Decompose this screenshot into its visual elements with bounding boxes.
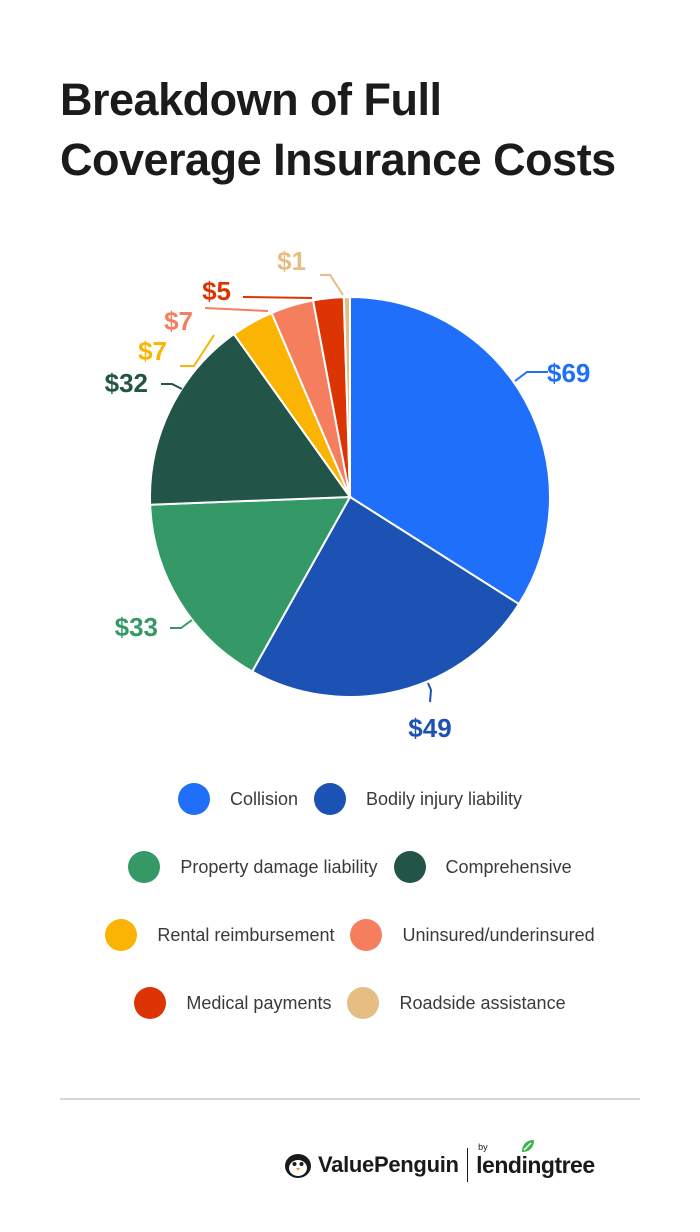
title-line-1: Breakdown of Full [60, 74, 442, 125]
pie-slice-collision [349, 295, 551, 606]
legend-item-rental-reimbursement: Rental reimbursement [105, 919, 334, 951]
legend-swatch-icon [347, 987, 380, 1019]
leader-line [204, 307, 269, 312]
legend-item-medical-payments: Medical payments [134, 987, 331, 1019]
legend-swatch-icon [313, 783, 346, 815]
valuepenguin-logo: ValuePenguin [318, 1152, 459, 1177]
pie-slice-property-damage-liability [149, 495, 352, 673]
legend-swatch-icon [134, 987, 167, 1019]
legend-label: Roadside assistance [399, 992, 566, 1013]
data-label: $7 [164, 306, 193, 336]
legend-swatch-icon [393, 851, 426, 883]
leader-line [427, 682, 433, 703]
legend-label: Rental reimbursement [157, 924, 335, 945]
legend-label: Bodily injury liability [365, 788, 523, 809]
legend-label: Medical payments [186, 992, 332, 1013]
data-label: $5 [202, 276, 231, 306]
legend-swatch-icon [105, 919, 138, 951]
legend-row: Medical payments Roadside assistance [0, 986, 700, 1020]
chart-legend: Collision Bodily injury liability Proper… [0, 782, 700, 1054]
legend-row: Property damage liability Comprehensive [0, 850, 700, 884]
data-label: $32 [105, 368, 148, 398]
leader-line [180, 334, 215, 367]
leader-line [161, 383, 183, 390]
legend-label: Uninsured/underinsured [402, 924, 595, 945]
pie-chart: $69$49$33$32$7$7$5$1 [105, 246, 591, 743]
legend-swatch-icon [177, 783, 210, 815]
title-line-2: Coverage Insurance Costs [60, 134, 616, 185]
by-label: by [478, 1141, 488, 1152]
legend-label: Collision [229, 788, 298, 809]
legend-row: Collision Bodily injury liability [0, 782, 700, 816]
legend-item-comprehensive: Comprehensive [393, 851, 572, 883]
footer-divider [60, 1098, 640, 1100]
data-label: $1 [277, 246, 306, 276]
leaf-icon [522, 1139, 535, 1152]
legend-row: Rental reimbursement Uninsured/underinsu… [0, 918, 700, 952]
pie-slice-bodily-injury-liability [250, 495, 521, 698]
legend-swatch-icon [128, 851, 161, 883]
legend-label: Comprehensive [445, 856, 572, 877]
footer-branding: ValuePenguin by lendingtree [284, 1139, 595, 1182]
legend-item-property-damage-liability: Property damage liability [128, 851, 378, 883]
leader-line [514, 371, 548, 382]
chart-title: Breakdown of Full Coverage Insurance Cos… [60, 70, 660, 190]
legend-swatch-icon [350, 919, 383, 951]
logo-separator [466, 1148, 469, 1182]
legend-item-collision: Collision [177, 783, 298, 815]
pie-slice-comprehensive [149, 332, 352, 506]
legend-item-roadside-assistance: Roadside assistance [347, 987, 566, 1019]
legend-label: Property damage liability [180, 856, 378, 877]
legend-item-bodily-injury-liability: Bodily injury liability [313, 783, 523, 815]
leader-line [170, 619, 193, 629]
data-label: $7 [138, 336, 167, 366]
pie-slice-roadside-assistance [342, 295, 351, 498]
leader-line [320, 274, 344, 296]
lendingtree-logo: by lendingtree [476, 1139, 595, 1179]
data-label: $33 [115, 612, 158, 642]
data-label: $69 [547, 358, 590, 388]
legend-item-uninsured-underinsured: Uninsured/underinsured [350, 919, 595, 951]
penguin-logo-icon [285, 1154, 311, 1178]
leader-line [242, 296, 313, 299]
data-label: $49 [408, 713, 451, 743]
